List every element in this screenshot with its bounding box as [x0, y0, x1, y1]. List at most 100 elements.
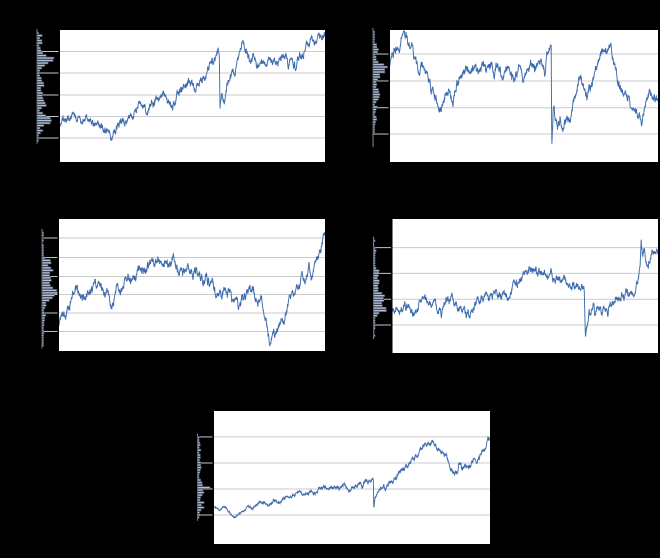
- subplot-middle-right: [373, 219, 658, 353]
- hist-bar: [197, 468, 201, 472]
- price-line: [390, 30, 658, 144]
- hist-bar: [36, 89, 42, 92]
- hist-bar: [373, 249, 377, 252]
- hist-bar: [197, 436, 200, 439]
- hist-bar: [372, 43, 378, 46]
- hist-bar: [36, 86, 42, 90]
- hist-bar: [197, 498, 201, 502]
- hist-bar: [41, 241, 43, 245]
- hist-bar: [197, 501, 205, 504]
- hist-bar: [373, 254, 376, 257]
- price-line: [59, 231, 325, 347]
- hist-bar: [36, 64, 46, 67]
- hist-bar: [36, 79, 43, 82]
- hist-bar: [36, 119, 52, 122]
- hist-bar: [197, 476, 200, 479]
- hist-bar: [373, 284, 379, 287]
- hist-bar: [372, 115, 377, 119]
- hist-bar: [372, 30, 375, 34]
- hist-bar: [36, 101, 46, 105]
- hist-bar: [372, 40, 375, 44]
- hist-bar: [197, 446, 200, 449]
- hist-bar: [36, 76, 42, 80]
- hist-bar: [373, 269, 380, 272]
- hist-bar: [197, 438, 200, 442]
- hist-bar: [41, 279, 52, 282]
- hist-bar: [36, 96, 44, 100]
- hist-bar: [41, 316, 45, 320]
- hist-bar: [197, 506, 205, 509]
- hist-bar: [36, 129, 44, 132]
- hist-bar: [197, 483, 203, 487]
- hist-bar: [41, 311, 45, 315]
- hist-bar: [41, 296, 53, 300]
- hist-bar: [41, 244, 44, 247]
- hist-bar: [36, 56, 55, 60]
- plot-area: [390, 30, 658, 162]
- hist-bar: [372, 113, 375, 116]
- hist-bar: [41, 276, 51, 280]
- hist-bar: [41, 306, 46, 310]
- hist-bar: [197, 471, 201, 474]
- hist-bar: [36, 36, 41, 40]
- hist-bar: [41, 324, 45, 327]
- hist-bar: [36, 131, 41, 135]
- hist-bar: [373, 331, 375, 335]
- hist-bar: [36, 114, 46, 117]
- hist-bar: [373, 326, 376, 330]
- hist-bar: [197, 461, 201, 464]
- hist-bar: [372, 118, 378, 121]
- hist-bar: [197, 453, 201, 457]
- hist-bar: [373, 251, 376, 255]
- hist-bar: [372, 63, 385, 66]
- hist-bar: [372, 53, 376, 56]
- plot-area: [214, 411, 490, 544]
- hist-bar: [373, 296, 384, 300]
- subplot-middle-left: [41, 219, 325, 351]
- hist-bar: [373, 324, 376, 327]
- hist-bar: [41, 269, 54, 272]
- hist-bar: [197, 488, 204, 492]
- hist-bar: [197, 511, 200, 514]
- hist-bar: [372, 95, 380, 99]
- subplot-bottom-center: [197, 411, 490, 544]
- hist-bar: [373, 271, 380, 275]
- price-line: [214, 436, 490, 519]
- hist-bar: [373, 274, 379, 277]
- hist-bar: [372, 123, 376, 126]
- hist-bar: [373, 316, 376, 320]
- hist-bar: [372, 58, 377, 61]
- hist-bar: [36, 94, 43, 97]
- hist-bar: [372, 120, 376, 124]
- hist-bar: [372, 78, 379, 81]
- hist-bar: [197, 491, 205, 494]
- hist-bar: [197, 516, 200, 519]
- hist-bar: [36, 116, 51, 120]
- hist-bar: [36, 84, 45, 87]
- hist-bar: [41, 274, 50, 277]
- hist-bar: [41, 281, 50, 285]
- hist-bar: [372, 65, 388, 69]
- hist-bar: [41, 256, 46, 260]
- hist-bar: [41, 319, 45, 322]
- hist-bar: [372, 100, 377, 104]
- hist-bar: [41, 239, 44, 242]
- hist-bar: [372, 128, 375, 131]
- hist-bar: [373, 259, 376, 262]
- hist-bar: [36, 59, 54, 62]
- hist-bar: [36, 81, 45, 85]
- hist-bar: [41, 271, 51, 275]
- hist-bar: [197, 451, 200, 454]
- hist-bar: [372, 73, 381, 76]
- hist-bar: [197, 441, 201, 444]
- hist-bar: [41, 339, 44, 342]
- hist-bar: [36, 31, 39, 35]
- hist-bar: [41, 284, 51, 287]
- hist-bar: [197, 493, 203, 497]
- hist-bar: [41, 291, 58, 295]
- hist-bar: [36, 54, 47, 57]
- hist-bar: [36, 71, 40, 75]
- hist-bar: [372, 50, 379, 54]
- plot-area: [59, 219, 325, 351]
- hist-bar: [373, 294, 385, 297]
